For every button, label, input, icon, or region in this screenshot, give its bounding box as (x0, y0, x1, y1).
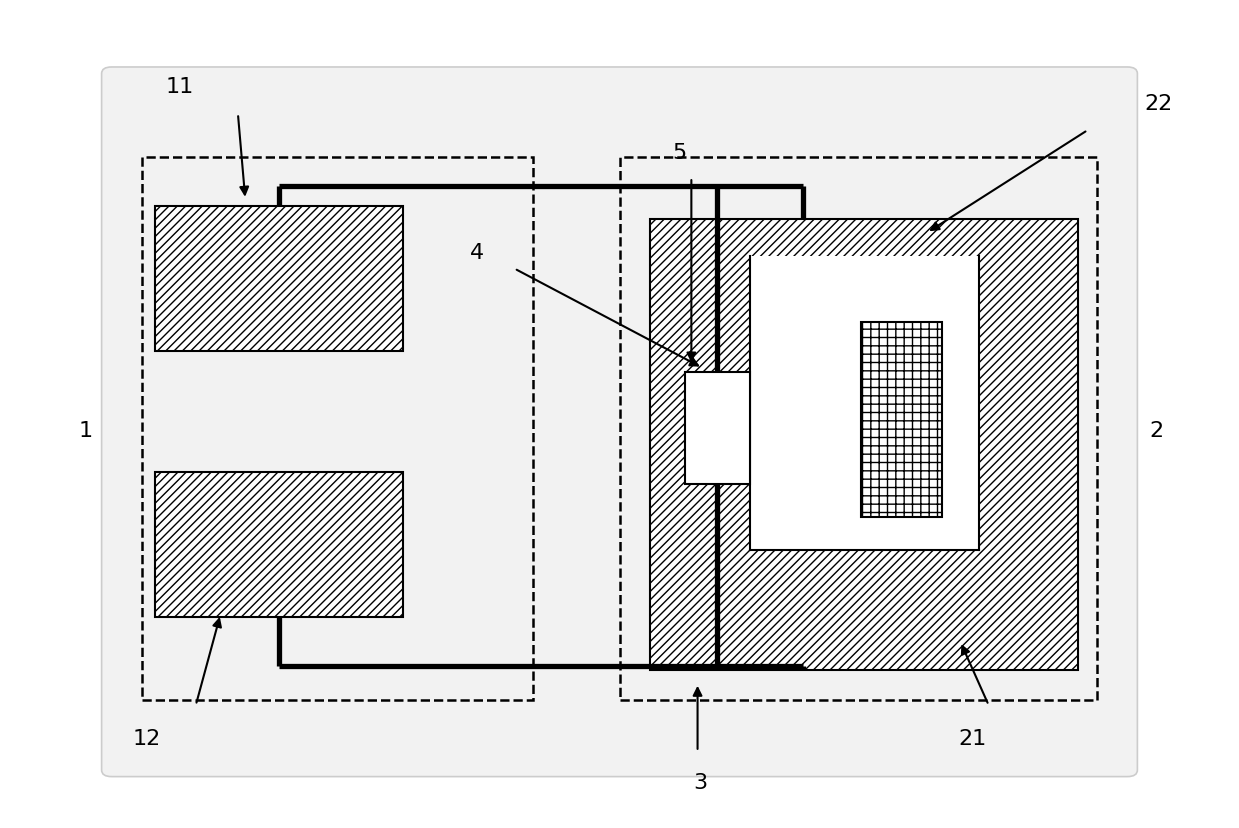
Bar (650, 219, 1078, 671)
Text: 3: 3 (693, 773, 707, 792)
Bar (155, 207, 403, 352)
Text: 5: 5 (672, 143, 686, 163)
Bar (861, 323, 942, 518)
Bar (750, 257, 979, 551)
Text: 2: 2 (1150, 421, 1163, 440)
Bar (142, 157, 533, 700)
FancyBboxPatch shape (102, 68, 1137, 777)
Text: 12: 12 (133, 729, 160, 749)
Text: 22: 22 (1145, 94, 1172, 113)
Text: 1: 1 (79, 421, 93, 440)
Text: 4: 4 (470, 243, 484, 262)
Text: 11: 11 (166, 77, 193, 97)
Bar (685, 373, 750, 484)
Bar (620, 157, 1097, 700)
Bar (155, 472, 403, 617)
Text: 21: 21 (959, 729, 986, 749)
